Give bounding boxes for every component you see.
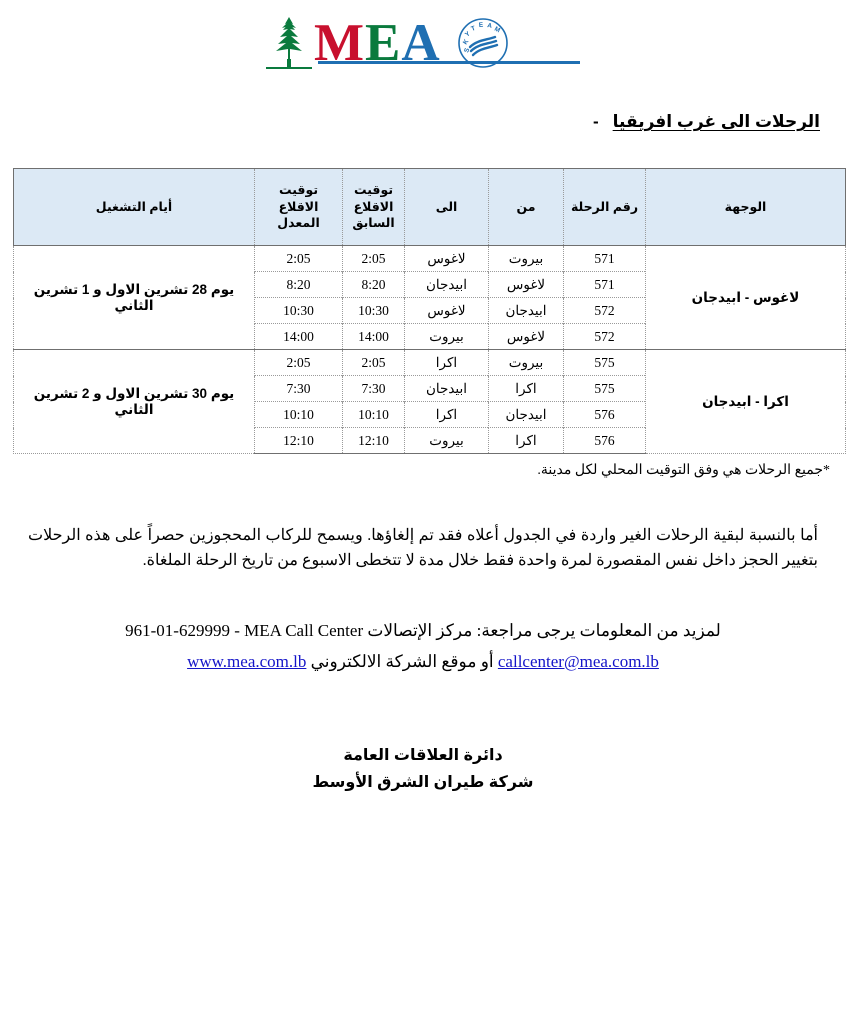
cell-flight-no: 575 — [563, 349, 646, 376]
cell-flight-no: 576 — [563, 427, 646, 454]
table-row: اكرا - ابيدجان 575 بيروت اكرا 2:05 2:05 … — [13, 349, 846, 454]
logo-bar: MEA S K Y T E A M — [0, 8, 860, 78]
header-to: الى — [404, 168, 489, 246]
cell-prev-time: 8:20 — [342, 271, 405, 298]
cell-flight-no: 575 — [563, 375, 646, 402]
cedar-tree-icon — [260, 15, 318, 71]
header-from: من — [488, 168, 564, 246]
signature-department: دائرة العلاقات العامة — [343, 747, 503, 764]
email-link[interactable]: callcenter@mea.com.lb — [497, 651, 659, 671]
cell-prev-time: 10:30 — [342, 297, 405, 324]
svg-text:E: E — [478, 22, 484, 29]
table-body: لاغوس - ابيدجان 571 بيروت لاغوس 2:05 2:0… — [13, 245, 846, 454]
cell-flight-no: 572 — [563, 323, 646, 350]
header-operating-days: أيام التشغيل — [13, 168, 255, 246]
cell-from: اكرا — [488, 427, 564, 454]
cell-new-time: 2:05 — [254, 349, 343, 376]
cell-operating-days: يوم 28 تشرين الاول و 1 تشرين الثاني — [13, 245, 255, 350]
cell-from: اكرا — [488, 375, 564, 402]
website-link[interactable]: www.mea.com.lb — [187, 651, 307, 671]
cell-new-time: 10:10 — [254, 401, 343, 428]
cell-new-time: 2:05 — [254, 245, 343, 272]
svg-text:M: M — [493, 26, 501, 35]
cell-flight-no: 572 — [563, 297, 646, 324]
cell-prev-time: 14:00 — [342, 323, 405, 350]
website-label-text: أو موقع الشركة الالكتروني — [310, 651, 494, 671]
table-row: 572 ابيدجان لاغوس 10:30 10:30 — [14, 297, 846, 324]
svg-text:A: A — [486, 22, 492, 30]
cell-new-time: 7:30 — [254, 375, 343, 402]
cell-flight-no: 571 — [563, 271, 646, 298]
local-time-note: *جميع الرحلات هي وفق التوقيت المحلي لكل … — [537, 463, 830, 478]
call-center-phone[interactable]: 961-01-629999 - — [125, 621, 240, 640]
cell-to: لاغوس — [404, 297, 489, 324]
page-title-text: الرحلات الى غرب افريقيا — [612, 112, 820, 131]
cell-flight-no: 576 — [563, 401, 646, 428]
page-title: الرحلات الى غرب افريقيا- — [320, 112, 820, 132]
cell-to: ابيدجان — [404, 271, 489, 298]
table-row: 572 لاغوس بيروت 14:00 14:00 — [14, 323, 846, 350]
cell-to: ابيدجان — [404, 375, 489, 402]
table-row: 575 اكرا ابيدجان 7:30 7:30 — [14, 375, 846, 402]
signature-block: دائرة العلاقات العامة شركة طيران الشرق ا… — [28, 742, 818, 796]
cell-flight-no: 571 — [563, 245, 646, 272]
cell-new-time: 8:20 — [254, 271, 343, 298]
header-flight-no: رقم الرحلة — [563, 168, 646, 246]
cell-destination: لاغوس - ابيدجان — [645, 245, 846, 350]
mea-underline-rule — [318, 60, 580, 64]
cell-operating-days: يوم 30 تشرين الاول و 2 تشرين الثاني — [13, 349, 255, 454]
cell-from: ابيدجان — [488, 401, 564, 428]
cell-destination: اكرا - ابيدجان — [645, 349, 846, 454]
mea-letter-m: M — [314, 13, 366, 72]
mea-letter-e: E — [365, 13, 402, 72]
contact-line-links: callcenter@mea.com.lb أو موقع الشركة الا… — [28, 647, 818, 678]
contact-prefix-text: لمزيد من المعلومات يرجى مراجعة: مركز الإ… — [367, 621, 721, 640]
table-row: 576 اكرا بيروت 12:10 12:10 — [14, 427, 846, 454]
cell-new-time: 14:00 — [254, 323, 343, 350]
cell-prev-time: 2:05 — [342, 349, 405, 376]
cell-from: لاغوس — [488, 271, 564, 298]
mea-wordmark: MEA — [314, 13, 580, 72]
table-header: الوجهة رقم الرحلة من الى توقيت الاقلاع ا… — [13, 168, 846, 246]
cell-from: ابيدجان — [488, 297, 564, 324]
svg-text:Y: Y — [464, 30, 472, 39]
cell-prev-time: 7:30 — [342, 375, 405, 402]
page-title-dash: - — [592, 112, 599, 131]
skyteam-logo-icon: S K Y T E A M — [457, 17, 509, 69]
cell-to: بيروت — [404, 323, 489, 350]
call-center-label: MEA Call Center — [244, 621, 364, 640]
svg-text:T: T — [470, 25, 476, 33]
signature-company: شركة طيران الشرق الأوسط — [312, 774, 534, 792]
header-new-departure: توقيت الاقلاع المعدل — [254, 168, 343, 246]
table-header-row: الوجهة رقم الرحلة من الى توقيت الاقلاع ا… — [13, 168, 846, 246]
mea-letter-a: A — [401, 13, 441, 72]
table-row: 571 لاغوس ابيدجان 8:20 8:20 — [14, 271, 846, 298]
flight-schedule-table: الوجهة رقم الرحلة من الى توقيت الاقلاع ا… — [13, 168, 846, 454]
table-row: لاغوس - ابيدجان 571 بيروت لاغوس 2:05 2:0… — [13, 245, 846, 350]
header-destination: الوجهة — [645, 168, 846, 246]
cell-to: لاغوس — [404, 245, 489, 272]
cell-prev-time: 2:05 — [342, 245, 405, 272]
svg-text:K: K — [462, 38, 471, 46]
cell-from: لاغوس — [488, 323, 564, 350]
cell-prev-time: 10:10 — [342, 401, 405, 428]
contact-line-phone: لمزيد من المعلومات يرجى مراجعة: مركز الإ… — [28, 616, 818, 647]
header-prev-departure: توقيت الاقلاع السابق — [342, 168, 405, 246]
cell-to: اكرا — [404, 349, 489, 376]
cell-from: بيروت — [488, 245, 564, 272]
cell-to: اكرا — [404, 401, 489, 428]
cell-prev-time: 12:10 — [342, 427, 405, 454]
svg-text:S: S — [463, 47, 471, 54]
cell-from: بيروت — [488, 349, 564, 376]
cancellation-paragraph: أما بالنسبة لبقية الرحلات الغير واردة في… — [28, 527, 818, 569]
cell-new-time: 10:30 — [254, 297, 343, 324]
contact-block: لمزيد من المعلومات يرجى مراجعة: مركز الإ… — [28, 616, 818, 677]
schedule-table-container: الوجهة رقم الرحلة من الى توقيت الاقلاع ا… — [13, 168, 846, 454]
cell-new-time: 12:10 — [254, 427, 343, 454]
mea-logo: MEA S K Y T E A M — [260, 12, 600, 74]
cell-to: بيروت — [404, 427, 489, 454]
